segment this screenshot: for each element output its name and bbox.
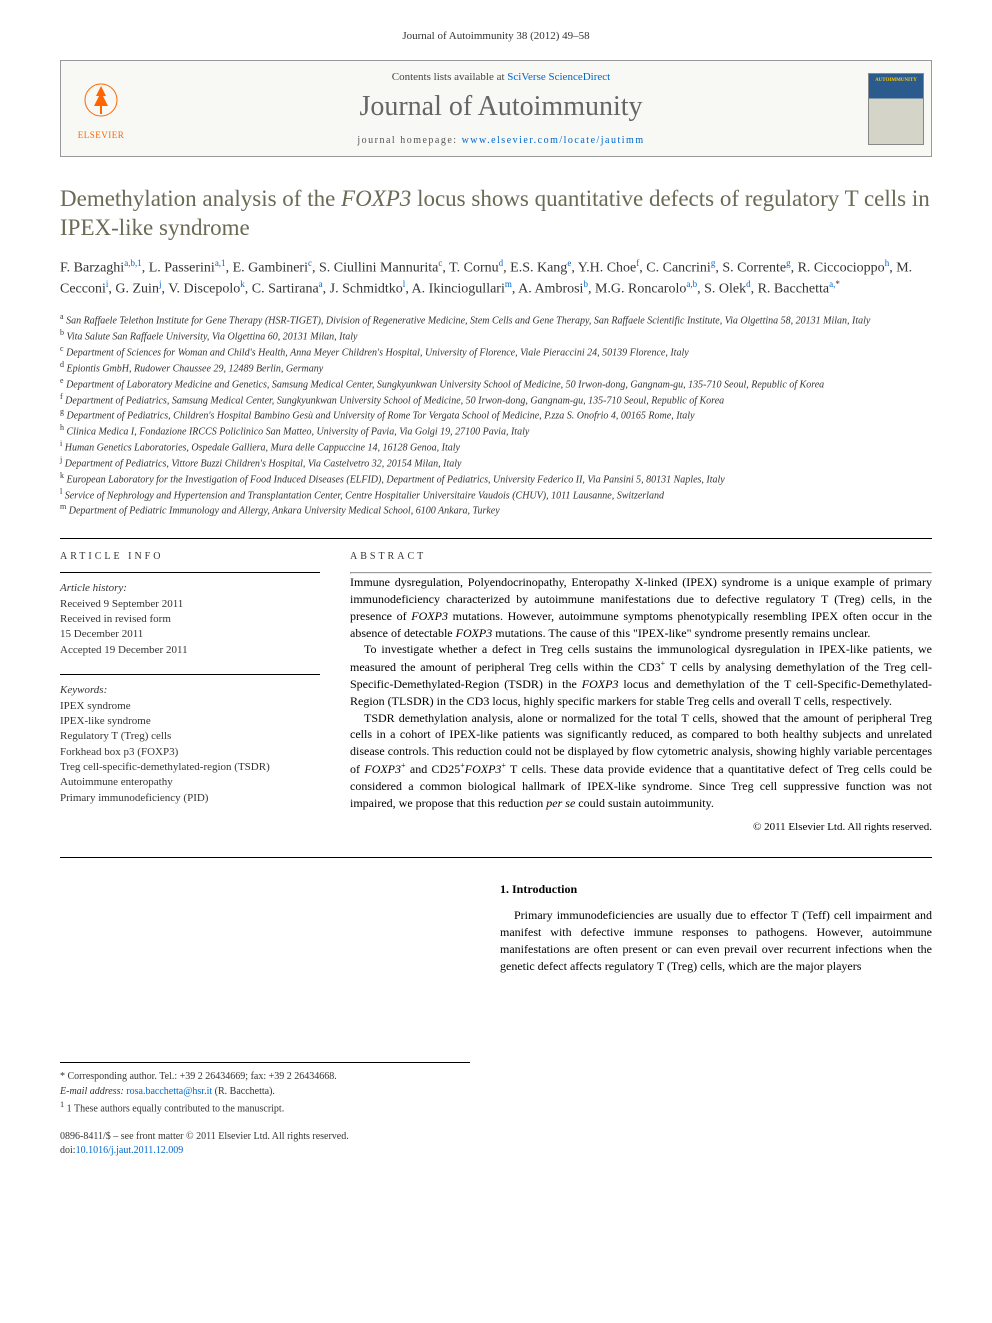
history-head: Article history: <box>60 581 320 596</box>
history-line: 15 December 2011 <box>60 627 320 642</box>
elsevier-label: ELSEVIER <box>78 130 125 140</box>
abstract-paragraph: Immune dysregulation, Polyendocrinopathy… <box>350 574 932 641</box>
issn-line: 0896-8411/$ – see front matter © 2011 El… <box>60 1130 470 1144</box>
left-body-column: * Corresponding author. Tel.: +39 2 2643… <box>60 882 470 1157</box>
homepage-prefix: journal homepage: <box>357 135 461 146</box>
corresponding-author: * Corresponding author. Tel.: +39 2 2643… <box>60 1070 470 1084</box>
article-info-column: ARTICLE INFO Article history: Received 9… <box>60 551 320 833</box>
abstract-column: ABSTRACT Immune dysregulation, Polyendoc… <box>350 551 932 833</box>
affiliation-line: i Human Genetics Laboratories, Ospedale … <box>60 439 932 455</box>
journal-name: Journal of Autoimmunity <box>151 91 851 123</box>
email-name: (R. Bacchetta). <box>212 1086 275 1097</box>
introduction-heading: 1. Introduction <box>500 882 932 897</box>
body-two-column: * Corresponding author. Tel.: +39 2 2643… <box>60 882 932 1157</box>
keyword-item: Forkhead box p3 (FOXP3) <box>60 745 320 760</box>
affiliations-list: a San Raffaele Telethon Institute for Ge… <box>60 312 932 518</box>
history-line: Received 9 September 2011 <box>60 597 320 612</box>
affiliation-line: j Department of Pediatrics, Vittore Buzz… <box>60 455 932 471</box>
divider-thin <box>60 572 320 573</box>
divider-thin <box>60 674 320 675</box>
footer-meta: 0896-8411/$ – see front matter © 2011 El… <box>60 1130 470 1157</box>
email-label: E-mail address: <box>60 1086 126 1097</box>
abstract-paragraph: TSDR demethylation analysis, alone or no… <box>350 710 932 812</box>
homepage-line: journal homepage: www.elsevier.com/locat… <box>151 135 851 146</box>
affiliation-line: f Department of Pediatrics, Samsung Medi… <box>60 392 932 408</box>
equal-text: 1 These authors equally contributed to t… <box>67 1104 285 1115</box>
article-history: Article history: Received 9 September 20… <box>60 581 320 658</box>
affiliation-line: d Epiontis GmbH, Rudower Chaussee 29, 12… <box>60 360 932 376</box>
divider <box>60 538 932 539</box>
right-body-column: 1. Introduction Primary immunodeficienci… <box>500 882 932 1157</box>
contents-line: Contents lists available at SciVerse Sci… <box>151 71 851 83</box>
email-link[interactable]: rosa.bacchetta@hsr.it <box>126 1086 212 1097</box>
affiliation-line: k European Laboratory for the Investigat… <box>60 471 932 487</box>
keyword-item: IPEX syndrome <box>60 699 320 714</box>
affiliation-line: h Clinica Medica I, Fondazione IRCCS Pol… <box>60 423 932 439</box>
footnotes: * Corresponding author. Tel.: +39 2 2643… <box>60 1062 470 1116</box>
keyword-item: Treg cell-specific-demethylated-region (… <box>60 760 320 775</box>
homepage-link[interactable]: www.elsevier.com/locate/jautimm <box>462 135 645 146</box>
article-info-label: ARTICLE INFO <box>60 551 320 562</box>
history-line: Accepted 19 December 2011 <box>60 643 320 658</box>
affiliation-line: g Department of Pediatrics, Children's H… <box>60 407 932 423</box>
affiliation-line: b Vita Salute San Raffaele University, V… <box>60 328 932 344</box>
introduction-text: Primary immunodeficiencies are usually d… <box>500 907 932 974</box>
affiliation-line: l Service of Nephrology and Hypertension… <box>60 487 932 503</box>
email-line: E-mail address: rosa.bacchetta@hsr.it (R… <box>60 1085 470 1099</box>
keyword-item: Regulatory T (Treg) cells <box>60 729 320 744</box>
keywords-head: Keywords: <box>60 683 320 698</box>
title-pre: Demethylation analysis of the <box>60 186 341 211</box>
cover-image <box>868 73 924 145</box>
copyright-line: © 2011 Elsevier Ltd. All rights reserved… <box>350 821 932 833</box>
history-line: Received in revised form <box>60 612 320 627</box>
info-abstract-row: ARTICLE INFO Article history: Received 9… <box>60 551 932 833</box>
affiliation-line: m Department of Pediatric Immunology and… <box>60 502 932 518</box>
divider-full <box>60 857 932 858</box>
header-center: Contents lists available at SciVerse Sci… <box>141 61 861 156</box>
journal-reference: Journal of Autoimmunity 38 (2012) 49–58 <box>60 30 932 42</box>
title-italic: FOXP3 <box>341 186 411 211</box>
affiliation-line: c Department of Sciences for Woman and C… <box>60 344 932 360</box>
keywords: Keywords: IPEX syndromeIPEX-like syndrom… <box>60 683 320 806</box>
elsevier-tree-icon <box>76 78 126 128</box>
doi-line: doi:10.1016/j.jaut.2011.12.009 <box>60 1144 470 1158</box>
affiliation-line: e Department of Laboratory Medicine and … <box>60 376 932 392</box>
keyword-item: Primary immunodeficiency (PID) <box>60 791 320 806</box>
abstract-paragraph: To investigate whether a defect in Treg … <box>350 641 932 709</box>
journal-cover-thumbnail[interactable] <box>861 61 931 156</box>
article-title: Demethylation analysis of the FOXP3 locu… <box>60 185 932 243</box>
journal-header-box: ELSEVIER Contents lists available at Sci… <box>60 60 932 157</box>
contents-prefix: Contents lists available at <box>392 71 507 83</box>
sciencedirect-link[interactable]: SciVerse ScienceDirect <box>507 71 610 83</box>
doi-prefix: doi: <box>60 1145 76 1156</box>
elsevier-logo[interactable]: ELSEVIER <box>61 61 141 156</box>
equal-contribution: 1 1 These authors equally contributed to… <box>60 1099 470 1116</box>
keyword-item: Autoimmune enteropathy <box>60 775 320 790</box>
authors-list: F. Barzaghia,b,1, L. Passerinia,1, E. Ga… <box>60 257 932 301</box>
affiliation-line: a San Raffaele Telethon Institute for Ge… <box>60 312 932 328</box>
doi-link[interactable]: 10.1016/j.jaut.2011.12.009 <box>76 1145 184 1156</box>
keyword-item: IPEX-like syndrome <box>60 714 320 729</box>
abstract-text: Immune dysregulation, Polyendocrinopathy… <box>350 574 932 811</box>
abstract-label: ABSTRACT <box>350 551 932 562</box>
